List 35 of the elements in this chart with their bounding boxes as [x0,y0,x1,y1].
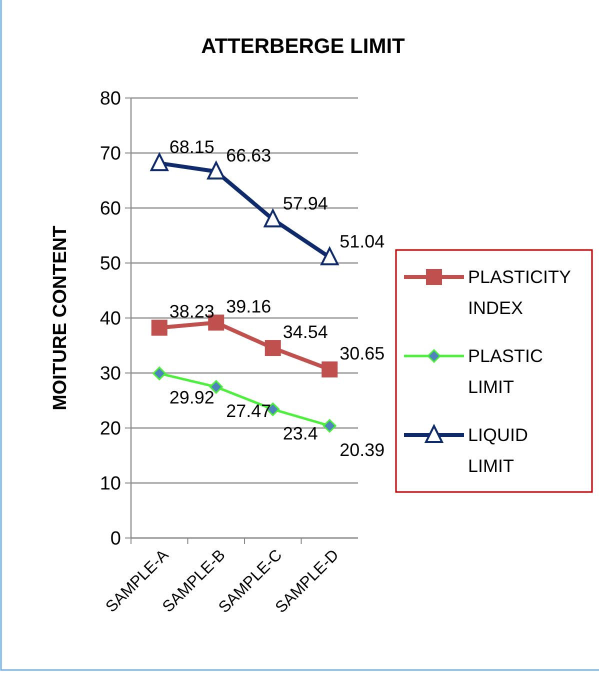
y-tick-label: 20 [100,418,121,440]
point [264,209,282,228]
data-label: 66.63 [226,146,272,166]
data-label: 57.94 [282,193,328,214]
data-label: 29.92 [169,387,214,408]
y-tick-label: 10 [100,474,121,495]
y-tick-label: 50 [100,254,121,275]
y-tick-label: 80 [100,88,121,110]
y-tick-label: 0 [110,528,121,550]
point [320,247,339,266]
point [150,153,168,172]
point [322,361,338,378]
point [151,320,168,336]
y-tick-label: 60 [100,198,121,220]
data-label: 20.39 [340,440,385,460]
y-tick-label: 30 [100,364,121,385]
data-label: 27.47 [226,400,272,421]
legend-label: LIQUID LIMIT [468,425,528,476]
chart-title: ATTERBERGE LIMIT [201,35,406,58]
point [152,366,166,380]
data-label: 39.16 [226,296,272,317]
point [322,419,336,433]
y-tick-label: 70 [100,144,121,165]
y-axis-title: MOITURE CONTENT [50,225,71,410]
legend-label: PLASTICITY INDEX [468,267,572,318]
y-tick-label: 40 [100,308,121,330]
data-label: 34.54 [282,322,328,342]
data-label: 30.65 [340,343,385,364]
data-label: 38.23 [169,302,214,322]
legend-label: PLASTIC LIMIT [468,346,544,397]
data-label: 68.15 [169,137,214,158]
point [264,340,281,356]
point [207,162,226,180]
data-label: 23.4 [282,423,318,444]
data-label: 51.04 [340,231,385,252]
